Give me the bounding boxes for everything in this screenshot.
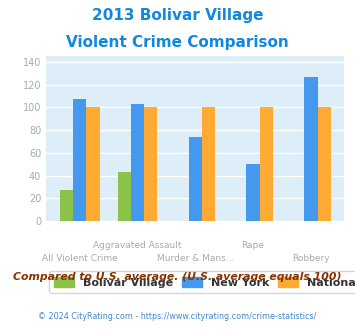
Bar [189,137,202,221]
Bar [86,107,100,221]
Text: Compared to U.S. average. (U.S. average equals 100): Compared to U.S. average. (U.S. average … [13,272,342,282]
Bar [144,107,157,221]
Bar [246,164,260,221]
Bar [304,77,317,221]
Text: All Violent Crime: All Violent Crime [42,254,118,263]
Text: Murder & Mans...: Murder & Mans... [157,254,234,263]
Text: Violent Crime Comparison: Violent Crime Comparison [66,35,289,50]
Bar [317,107,331,221]
Text: Robbery: Robbery [292,254,330,263]
Text: © 2024 CityRating.com - https://www.cityrating.com/crime-statistics/: © 2024 CityRating.com - https://www.city… [38,312,317,321]
Text: Rape: Rape [242,241,264,249]
Bar [202,107,215,221]
Bar [60,190,73,221]
Bar [260,107,273,221]
Text: 2013 Bolivar Village: 2013 Bolivar Village [92,8,263,23]
Bar [131,104,144,221]
Bar [118,172,131,221]
Bar [73,99,86,221]
Text: Aggravated Assault: Aggravated Assault [93,241,182,249]
Legend: Bolivar Village, New York, National: Bolivar Village, New York, National [49,271,355,293]
